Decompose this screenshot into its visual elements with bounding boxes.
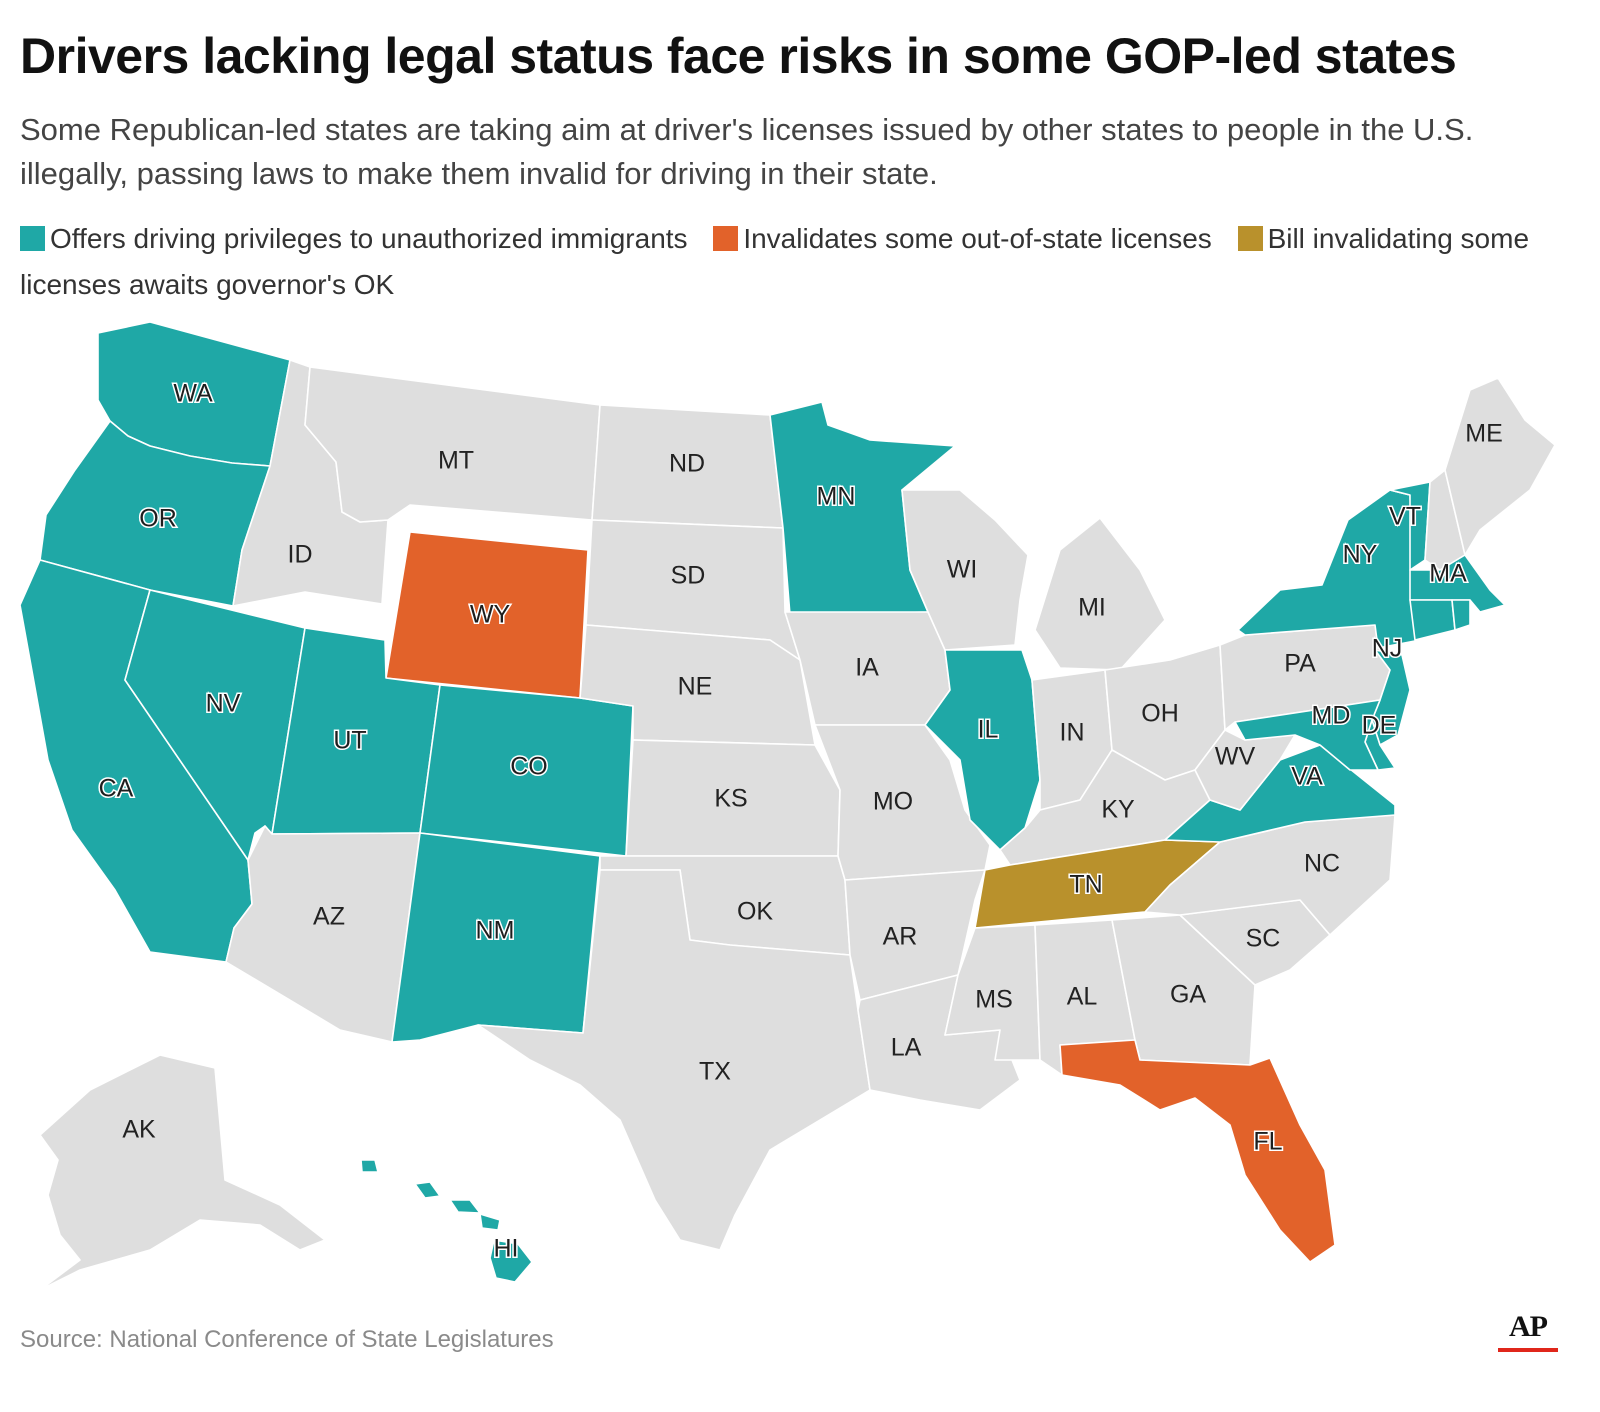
state-label-oh: OH [1141, 700, 1179, 728]
legend-item-offers: Offers driving privileges to unauthorize… [20, 223, 688, 254]
state-label-al: AL [1067, 983, 1098, 1011]
state-label-tn: TN [1069, 871, 1102, 899]
legend-item-invalidates: Invalidates some out-of-state licenses [713, 223, 1212, 254]
state-label-wi: WI [947, 556, 978, 584]
state-shapes [19, 321, 1556, 1291]
state-label-wv: WV [1215, 743, 1256, 771]
state-label-ma: MA [1429, 560, 1467, 588]
state-label-ks: KS [714, 785, 747, 813]
chart-title: Drivers lacking legal status face risks … [20, 28, 1457, 84]
state-label-ky: KY [1101, 796, 1135, 824]
state-label-la: LA [891, 1034, 922, 1062]
state-label-ut: UT [333, 727, 366, 755]
state-label-me: ME [1465, 420, 1503, 448]
state-ak [39, 1054, 326, 1291]
state-label-nd: ND [669, 450, 705, 478]
state-ct [1409, 599, 1456, 641]
state-vt [1389, 481, 1431, 571]
state-wi [901, 489, 1029, 651]
legend-label-pending: Bill invalidating some licenses awaits g… [20, 223, 1530, 300]
state-label-nm: NM [476, 917, 515, 945]
legend-swatch-invalidates [713, 226, 739, 251]
state-label-hi: HI [494, 1235, 519, 1263]
state-labels: WA OR CA NV ID MT WY UT CO AZ NM ND SD NE KS OK TX MN IA MO… [97, 378, 1503, 1264]
state-label-ca: CA [99, 775, 134, 803]
state-label-ga: GA [1170, 981, 1206, 1009]
state-label-co: CO [510, 753, 548, 781]
state-label-mt: MT [438, 447, 474, 475]
legend: Offers driving privileges to unauthorize… [20, 216, 1560, 308]
state-label-il: IL [978, 716, 999, 744]
state-label-sc: SC [1246, 925, 1281, 953]
ap-logo-text: AP [1509, 1310, 1548, 1343]
state-label-ne: NE [678, 673, 713, 701]
state-label-mi: MI [1078, 594, 1106, 622]
state-wv [1194, 729, 1296, 811]
state-az [225, 825, 421, 1043]
us-map: WA OR CA NV ID MT WY UT CO AZ NM ND SD NE KS OK TX MN IA MO… [19, 321, 1556, 1291]
state-label-id: ID [288, 541, 313, 569]
state-label-mn: MN [817, 483, 856, 511]
source-note: Source: National Conference of State Leg… [20, 1326, 554, 1353]
legend-label-offers: Offers driving privileges to unauthorize… [50, 223, 688, 254]
state-label-de: DE [1362, 712, 1397, 740]
state-label-pa: PA [1284, 650, 1316, 678]
state-label-wy: WY [470, 601, 511, 629]
state-nc [1144, 814, 1396, 936]
state-tx [477, 869, 871, 1251]
state-mt [304, 366, 601, 523]
legend-label-invalidates: Invalidates some out-of-state licenses [743, 223, 1212, 254]
state-mi [1034, 517, 1166, 671]
state-label-wa: WA [173, 380, 213, 408]
state-label-sd: SD [671, 562, 706, 590]
state-label-ny: NY [1343, 541, 1378, 569]
legend-swatch-pending [1237, 226, 1263, 251]
state-label-nc: NC [1304, 850, 1340, 878]
state-label-fl: FL [1253, 1128, 1282, 1156]
state-label-ok: OK [737, 898, 773, 926]
state-me [1444, 377, 1556, 556]
state-label-vt: VT [1389, 503, 1421, 531]
state-label-mo: MO [873, 788, 913, 816]
state-label-ms: MS [975, 986, 1013, 1014]
state-label-nj: NJ [1372, 635, 1403, 663]
ap-logo-bar [1498, 1348, 1558, 1352]
ap-logo: AP [1498, 1310, 1558, 1352]
state-label-ak: AK [122, 1116, 156, 1144]
state-label-ar: AR [883, 923, 918, 951]
state-label-az: AZ [313, 903, 345, 931]
state-mo [814, 724, 991, 881]
state-co [419, 684, 634, 857]
state-hi [360, 1159, 533, 1283]
legend-swatch-offers [20, 226, 45, 251]
state-label-md: MD [1312, 702, 1351, 730]
legend-item-pending: Bill invalidating some licenses awaits g… [20, 223, 1529, 300]
state-ri [1451, 599, 1471, 631]
state-label-tx: TX [699, 1058, 731, 1086]
chart-subtitle: Some Republican-led states are taking ai… [20, 112, 1474, 191]
state-md [1234, 699, 1381, 771]
state-label-in: IN [1060, 719, 1085, 747]
state-label-va: VA [1291, 763, 1323, 791]
state-label-nv: NV [206, 690, 241, 718]
state-fl [1059, 1039, 1336, 1263]
state-label-ia: IA [855, 654, 879, 682]
state-label-or: OR [139, 505, 177, 533]
